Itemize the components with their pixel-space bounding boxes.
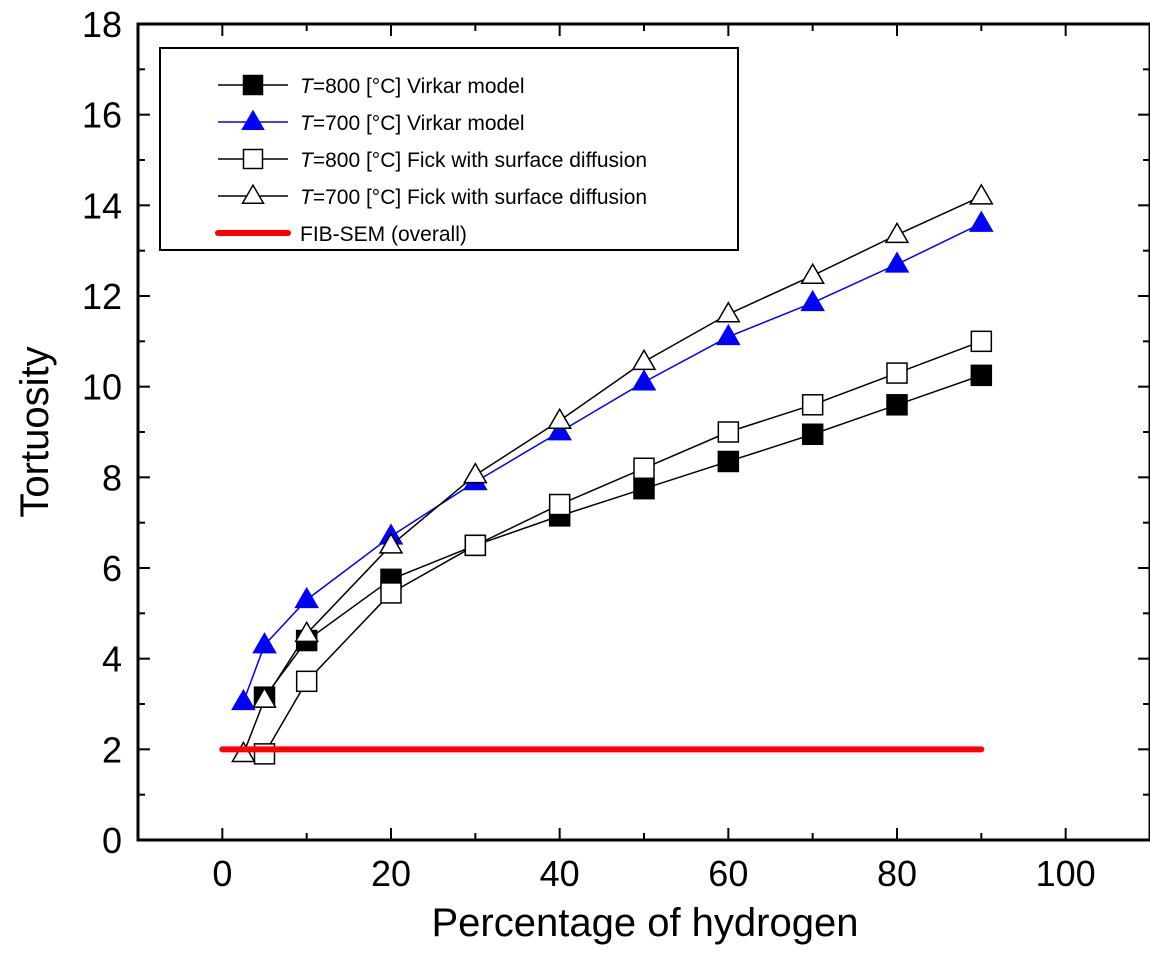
data-point (548, 493, 571, 516)
data-point (716, 323, 741, 346)
ticks-layer: 0 20 40 60 80 100 0 2 4 6 8 10 12 14 16 18 (82, 4, 1150, 894)
legend-label: T=700 [°C] Fick with surface diffusion (300, 186, 647, 209)
x-tick-label: 40 (540, 853, 580, 894)
data-point (631, 369, 657, 391)
y-axis-title: Tortuosity (13, 346, 57, 517)
legend-marker (242, 74, 264, 96)
data-point (886, 362, 908, 384)
series-line (263, 374, 983, 698)
series-line (242, 222, 983, 703)
data-point (800, 289, 825, 312)
x-axis-title: Percentage of hydrogen (432, 901, 859, 945)
data-point (252, 632, 277, 654)
data-point (380, 582, 402, 604)
data-point (633, 477, 655, 500)
y-tick-label: 8 (102, 457, 122, 498)
data-point (886, 394, 908, 416)
data-point (547, 419, 572, 441)
data-point (716, 301, 741, 323)
data-point (969, 210, 994, 232)
legend-marker (242, 148, 264, 170)
data-point (252, 686, 277, 708)
data-point (884, 221, 910, 244)
legend-label: T=700 [°C] Virkar model (300, 112, 525, 135)
series-4 (231, 183, 994, 763)
y-tick-label: 16 (82, 95, 122, 136)
data-point (884, 251, 910, 273)
data-point (378, 532, 404, 554)
data-point (801, 423, 824, 446)
data-point (801, 394, 824, 416)
data-point (463, 462, 488, 484)
y-tick-label: 10 (82, 367, 122, 408)
y-tick-label: 0 (102, 820, 122, 861)
y-tick-label: 12 (82, 276, 122, 317)
series-1 (253, 364, 993, 708)
legend-marker (241, 109, 265, 130)
data-point (631, 348, 657, 371)
data-point (969, 183, 994, 205)
legend-label: T=800 [°C] Fick with surface diffusion (300, 149, 647, 172)
x-tick-label: 100 (1036, 853, 1096, 894)
y-tick-label: 6 (102, 548, 122, 589)
x-tick-label: 60 (708, 853, 748, 894)
series-line (242, 195, 983, 755)
data-point (294, 620, 319, 643)
series-2 (231, 210, 994, 711)
x-tick-label: 0 (212, 853, 232, 894)
y-tick-label: 4 (102, 639, 122, 680)
series-3 (253, 330, 993, 765)
data-point (294, 586, 319, 609)
data-point (800, 262, 825, 284)
y-tick-label: 2 (102, 729, 122, 770)
data-point (717, 450, 740, 473)
x-tick-label: 20 (371, 853, 411, 894)
data-point (633, 457, 655, 480)
legend-marker (241, 183, 265, 204)
data-point (717, 421, 740, 443)
data-point (970, 364, 993, 387)
legend-label: T=800 [°C] Virkar model (300, 75, 525, 98)
data-point (970, 330, 993, 353)
data-point (464, 534, 487, 557)
series-line (263, 340, 983, 755)
y-tick-label: 18 (82, 4, 122, 45)
legend: T=800 [°C] Virkar model T=700 [°C] Virkar… (159, 47, 739, 251)
data-point (231, 688, 256, 711)
y-tick-label: 14 (82, 185, 122, 226)
legend-label: FIB-SEM (overall) (300, 223, 467, 246)
plot-frame (136, 22, 1150, 842)
data-point (295, 670, 318, 693)
series-layer (219, 183, 994, 765)
data-point (547, 407, 572, 430)
x-tick-label: 80 (877, 853, 917, 894)
